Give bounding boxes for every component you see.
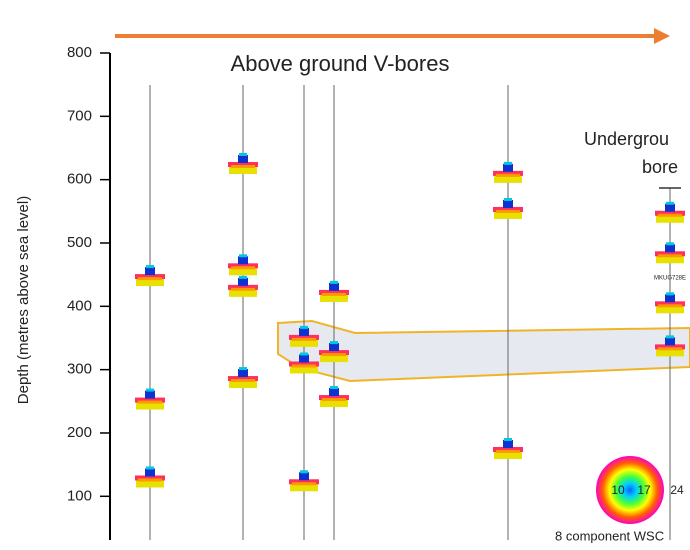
glyph-part	[231, 266, 255, 269]
glyph-part	[658, 347, 682, 350]
glyph-part	[292, 364, 316, 367]
stress-glyph	[319, 386, 349, 407]
stress-glyph	[135, 265, 165, 286]
glyph-part	[503, 200, 513, 208]
stress-glyph	[289, 470, 319, 491]
glyph-part	[665, 204, 675, 212]
glyph-part	[292, 482, 316, 485]
stress-glyph	[319, 281, 349, 302]
glyph-part	[330, 341, 338, 344]
glyph-part	[496, 174, 520, 177]
glyph-part	[145, 267, 155, 275]
glyph-part	[300, 470, 308, 473]
glyph-part	[496, 450, 520, 453]
glyph-part	[231, 165, 255, 168]
glyph-part	[322, 293, 346, 296]
glyph-part	[665, 337, 675, 345]
y-tick-label: 600	[67, 171, 92, 188]
glyph-part	[238, 369, 248, 377]
y-tick-label: 500	[67, 234, 92, 251]
glyph-part	[665, 294, 675, 302]
side-title: bore	[642, 157, 678, 177]
y-axis-label: Depth (metres above sea level)	[15, 196, 32, 404]
stress-glyph	[135, 466, 165, 487]
arrow-head	[654, 28, 670, 44]
glyph-part	[239, 276, 247, 279]
glyph-part	[300, 326, 308, 329]
glyph-part	[146, 265, 154, 268]
glyph-part	[238, 256, 248, 264]
legend-glyph	[596, 456, 664, 524]
stress-glyph	[135, 389, 165, 410]
glyph-part	[299, 328, 309, 336]
stress-glyph	[655, 292, 685, 313]
y-tick-label: 400	[67, 297, 92, 314]
legend-ring: 17	[637, 483, 651, 497]
stress-glyph	[655, 202, 685, 223]
glyph-part	[146, 466, 154, 469]
glyph-part	[138, 277, 162, 280]
glyph-part	[666, 292, 674, 295]
glyph-part	[665, 244, 675, 252]
glyph-part	[329, 283, 339, 291]
glyph-part	[329, 343, 339, 351]
glyph-part	[322, 353, 346, 356]
glyph-part	[666, 335, 674, 338]
glyph-part	[666, 242, 674, 245]
y-tick-label: 700	[67, 107, 92, 124]
glyph-part	[330, 386, 338, 389]
glyph-part	[238, 155, 248, 163]
glyph-part	[231, 379, 255, 382]
chart-title: Above ground V-bores	[231, 51, 450, 76]
stress-glyph	[493, 198, 523, 219]
y-tick-label: 300	[67, 361, 92, 378]
glyph-part	[299, 472, 309, 480]
glyph-part	[658, 304, 682, 307]
glyph-part	[138, 478, 162, 481]
side-title: Undergrou	[584, 129, 669, 149]
stress-glyph	[228, 367, 258, 388]
legend-ring: 24	[670, 483, 684, 497]
stress-glyph	[493, 438, 523, 459]
glyph-part	[299, 354, 309, 362]
glyph-part	[238, 278, 248, 286]
stress-glyph	[655, 242, 685, 263]
glyph-part	[658, 254, 682, 257]
glyph-part	[329, 388, 339, 396]
glyph-part	[239, 367, 247, 370]
y-tick-label: 200	[67, 424, 92, 441]
glyph-part	[504, 162, 512, 165]
glyph-part	[658, 214, 682, 217]
chart: Above ground V-bores Undergrou bore Dept…	[0, 0, 690, 550]
legend-ring: 10	[611, 483, 625, 497]
glyph-part	[330, 281, 338, 284]
stress-glyph	[228, 254, 258, 275]
glyph-part	[239, 254, 247, 257]
glyph-part	[145, 391, 155, 399]
stress-glyph	[228, 153, 258, 174]
glyph-part	[504, 438, 512, 441]
glyph-part	[239, 153, 247, 156]
glyph-part	[146, 389, 154, 392]
stress-glyph	[493, 162, 523, 183]
glyph-part	[666, 202, 674, 205]
glyph-part	[322, 398, 346, 401]
glyph-part	[292, 338, 316, 341]
y-tick-label: 800	[67, 44, 92, 61]
stress-glyph	[228, 276, 258, 297]
glyph-part	[496, 210, 520, 213]
glyph-part	[503, 164, 513, 172]
legend-title: 8 component WSC	[555, 528, 664, 543]
glyph-part	[300, 352, 308, 355]
glyph-part	[138, 401, 162, 404]
glyph-part	[504, 198, 512, 201]
glyph-part	[145, 468, 155, 476]
glyph-part	[231, 288, 255, 291]
glyph-part	[503, 440, 513, 448]
y-tick-label: 100	[67, 487, 92, 504]
